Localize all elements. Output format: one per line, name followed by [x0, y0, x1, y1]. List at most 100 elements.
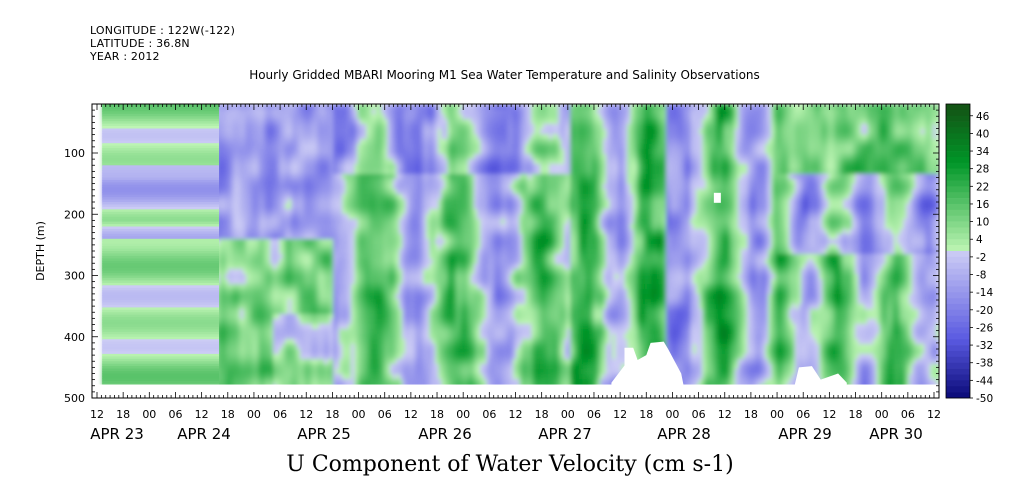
heatmap-cell: [225, 169, 229, 175]
heatmap-cell: [327, 269, 331, 275]
heatmap-cell: [294, 314, 298, 320]
heatmap-cell: [228, 374, 232, 380]
heatmap-cell: [231, 214, 235, 220]
heatmap-cell: [273, 154, 277, 160]
heatmap-cell: [321, 339, 325, 345]
heatmap-cell: [354, 219, 358, 225]
heatmap-cell: [258, 319, 262, 325]
heatmap-cell: [255, 349, 259, 355]
heatmap-cell: [273, 204, 277, 210]
heatmap-cell: [264, 234, 268, 240]
heatmap-cell: [234, 344, 238, 350]
heatmap-cell: [285, 279, 289, 285]
heatmap-cell: [303, 269, 307, 275]
heatmap-cell: [345, 174, 349, 180]
heatmap-cell: [351, 159, 355, 165]
heatmap-cell: [240, 179, 244, 185]
heatmap-cell: [297, 174, 301, 180]
heatmap-cell: [348, 224, 352, 230]
heatmap-cell: [252, 204, 256, 210]
heatmap-cell: [258, 184, 262, 190]
heatmap-cell: [249, 134, 253, 140]
heatmap-cell: [333, 314, 337, 320]
heatmap-cell: [288, 359, 292, 365]
heatmap-cell: [339, 134, 343, 140]
heatmap-cell: [354, 159, 358, 165]
heatmap-cell: [237, 154, 241, 160]
heatmap-cell: [282, 219, 286, 225]
heatmap-cell: [285, 264, 289, 270]
heatmap-cell: [291, 374, 295, 380]
heatmap-cell: [312, 199, 316, 205]
heatmap-cell: [342, 219, 346, 225]
heatmap-cell: [225, 374, 229, 380]
heatmap-cell: [234, 179, 238, 185]
heatmap-cell: [330, 184, 334, 190]
heatmap-cell: [288, 374, 292, 380]
heatmap-cell: [243, 284, 247, 290]
heatmap-cell: [300, 264, 304, 270]
heatmap-cell: [237, 224, 241, 230]
heatmap-cell: [342, 269, 346, 275]
heatmap-cell: [351, 234, 355, 240]
heatmap-cell: [309, 139, 313, 145]
heatmap-cell: [297, 164, 301, 170]
heatmap-cell: [342, 239, 346, 245]
heatmap-cell: [318, 354, 322, 360]
heatmap-cell: [258, 299, 262, 305]
heatmap-cell: [237, 269, 241, 275]
heatmap-cell: [279, 204, 283, 210]
heatmap-cell: [297, 349, 301, 355]
heatmap-cell: [285, 164, 289, 170]
heatmap-cell: [264, 359, 268, 365]
heatmap-cell: [285, 129, 289, 135]
heatmap-cell: [318, 199, 322, 205]
heatmap-cell: [333, 199, 337, 205]
heatmap-cell: [267, 239, 271, 245]
heatmap-cell: [333, 119, 337, 125]
heatmap-cell: [249, 249, 253, 255]
heatmap-cell: [303, 259, 307, 265]
heatmap-cell: [348, 374, 352, 380]
heatmap-cell: [300, 254, 304, 260]
heatmap-cell: [225, 204, 229, 210]
heatmap-cell: [345, 364, 349, 370]
heatmap-cell: [318, 144, 322, 150]
heatmap-cell: [300, 299, 304, 305]
heatmap-cell: [276, 104, 280, 110]
heatmap-cell: [345, 204, 349, 210]
heatmap-cell: [252, 229, 256, 235]
heatmap-cell: [324, 144, 328, 150]
heatmap-cell: [228, 149, 232, 155]
heatmap-cell: [285, 124, 289, 130]
heatmap-cell: [219, 344, 223, 350]
heatmap-cell: [312, 134, 316, 140]
heatmap-cell: [282, 119, 286, 125]
heatmap-cell: [276, 224, 280, 230]
heatmap-cell: [273, 279, 277, 285]
heatmap-cell: [330, 354, 334, 360]
heatmap-cell: [267, 104, 271, 110]
heatmap-cell: [288, 299, 292, 305]
heatmap-cell: [330, 189, 334, 195]
heatmap-cell: [276, 334, 280, 340]
heatmap-cell: [300, 114, 304, 120]
heatmap-cell: [237, 309, 241, 315]
heatmap-cell: [228, 224, 232, 230]
heatmap-cell: [264, 339, 268, 345]
heatmap-cell: [309, 294, 313, 300]
heatmap-cell: [318, 244, 322, 250]
heatmap-cell: [276, 119, 280, 125]
heatmap-cell: [330, 304, 334, 310]
heatmap-cell: [279, 129, 283, 135]
heatmap-cell: [222, 314, 226, 320]
heatmap-cell: [294, 224, 298, 230]
heatmap-cell: [285, 249, 289, 255]
heatmap-cell: [255, 114, 259, 120]
heatmap-cell: [288, 119, 292, 125]
heatmap-cell: [351, 279, 355, 285]
heatmap-cell: [276, 244, 280, 250]
heatmap-cell: [285, 284, 289, 290]
heatmap-cell: [243, 339, 247, 345]
heatmap-cell: [363, 199, 367, 205]
